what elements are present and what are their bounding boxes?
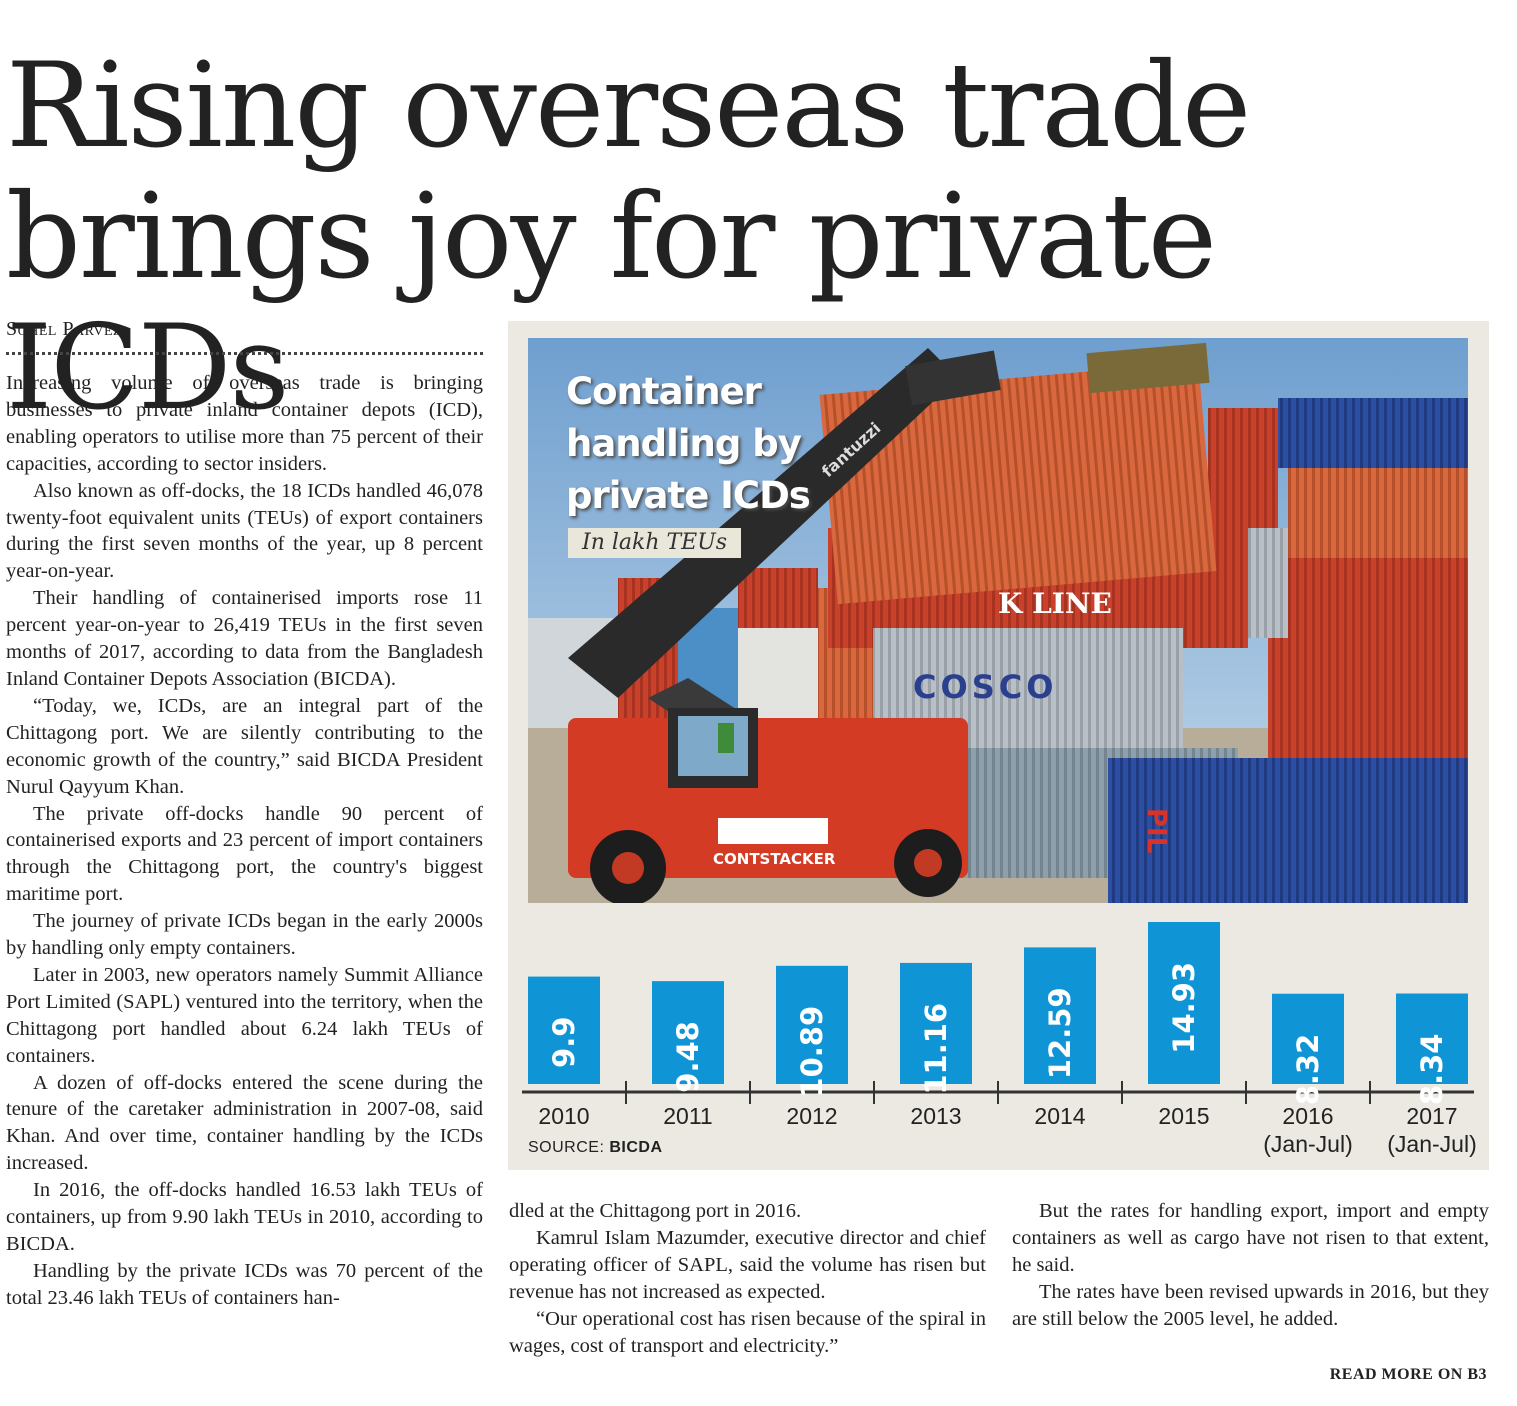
article-column-1: Increasing volume of overseas trade is b… — [6, 370, 483, 1312]
paragraph: The rates have been revised upwards in 2… — [1012, 1280, 1489, 1330]
infographic: K LINE COSCO PIL fantuzzi CONTSTACKER Co… — [508, 321, 1489, 1170]
paragraph: A dozen of off-docks entered the scene d… — [6, 1071, 483, 1175]
x-tick-label: 2017 — [1406, 1103, 1457, 1129]
paragraph: “Our operational cost has risen because … — [509, 1307, 986, 1357]
photo-illustration: K LINE COSCO PIL fantuzzi CONTSTACKER — [528, 338, 1468, 903]
bar-2016 — [1272, 993, 1344, 1084]
source-value: BICDA — [609, 1139, 663, 1156]
bar-2010 — [528, 976, 600, 1084]
source-label: SOURCE: — [528, 1139, 605, 1156]
paragraph: Their handling of containerised imports … — [6, 587, 483, 690]
bar-2011 — [652, 981, 724, 1084]
paragraph: Also known as off-docks, the 18 ICDs han… — [6, 479, 483, 583]
x-tick-label: (Jan-Jul) — [1387, 1131, 1476, 1157]
paragraph: Handling by the private ICDs was 70 perc… — [6, 1259, 483, 1309]
article-column-3: But the rates for handling export, impor… — [1012, 1198, 1489, 1333]
byline-divider — [6, 352, 483, 355]
photo-label-contstacker: CONTSTACKER — [713, 850, 836, 868]
x-tick-label: 2011 — [663, 1103, 712, 1129]
bar-value-label: 9.9 — [547, 1017, 581, 1068]
bar-value-label: 14.93 — [1167, 962, 1201, 1054]
paragraph: The journey of private ICDs began in the… — [6, 910, 483, 960]
chart-source: SOURCE: BICDA — [528, 1139, 663, 1157]
paragraph: Later in 2003, new operators namely Summ… — [6, 963, 483, 1067]
x-tick-label: 2013 — [910, 1103, 961, 1129]
x-tick-label: (Jan-Jul) — [1263, 1131, 1352, 1157]
bar-value-label: 10.89 — [795, 1006, 829, 1098]
graphic-title-line: private ICDs — [566, 474, 811, 517]
container-yard-photo: K LINE COSCO PIL fantuzzi CONTSTACKER Co… — [528, 338, 1468, 903]
x-tick-label: 2016 — [1282, 1103, 1333, 1129]
headline: Rising overseas trade brings joy for pri… — [6, 37, 1251, 436]
bar-2017 — [1396, 993, 1468, 1084]
x-tick-label: 2012 — [786, 1103, 837, 1129]
article-column-2: dled at the Chittagong port in 2016. Kam… — [509, 1198, 986, 1359]
bar-2013 — [900, 962, 972, 1084]
x-tick-label: 2010 — [538, 1103, 589, 1129]
paragraph: The private off-docks handle 90 percent … — [6, 802, 483, 906]
bar-chart: 9.9 2010 9.48 2011 10.89 2012 11.16 2013 12.59 20… — [522, 922, 1477, 1157]
graphic-subtitle: In lakh TEUs — [568, 528, 742, 558]
bar-2014 — [1024, 947, 1096, 1084]
x-tick-label: 2015 — [1158, 1103, 1209, 1129]
paragraph: Kamrul Islam Mazumder, executive directo… — [509, 1226, 986, 1303]
bar-value-label: 9.48 — [671, 1021, 705, 1093]
paragraph: Increasing volume of overseas trade is b… — [6, 372, 483, 475]
bar-value-label: 8.32 — [1291, 1034, 1325, 1106]
graphic-title: Container handling by private ICDs — [566, 366, 811, 522]
graphic-title-line: Container — [566, 370, 762, 413]
photo-label-pil: PIL — [1141, 808, 1171, 853]
paragraph: In 2016, the off-docks handled 16.53 lak… — [6, 1179, 483, 1255]
bar-2015 — [1148, 922, 1220, 1084]
bar-value-label: 8.34 — [1415, 1034, 1449, 1106]
bar-value-label: 11.16 — [919, 1003, 953, 1095]
paragraph: “Today, we, ICDs, are an integral part o… — [6, 694, 483, 798]
bar-value-label: 12.59 — [1043, 987, 1077, 1079]
photo-label-kline: K LINE — [998, 587, 1112, 620]
paragraph: But the rates for handling export, impor… — [1012, 1200, 1489, 1276]
bar-2012 — [776, 965, 848, 1084]
byline: Sohel Parvez — [6, 318, 123, 340]
photo-label-cosco: COSCO — [913, 668, 1057, 706]
paragraph: dled at the Chittagong port in 2016. — [509, 1200, 802, 1222]
read-more-note: READ MORE ON B3 — [1329, 1366, 1487, 1383]
x-tick-label: 2014 — [1034, 1103, 1085, 1129]
graphic-title-line: handling by — [566, 422, 802, 465]
